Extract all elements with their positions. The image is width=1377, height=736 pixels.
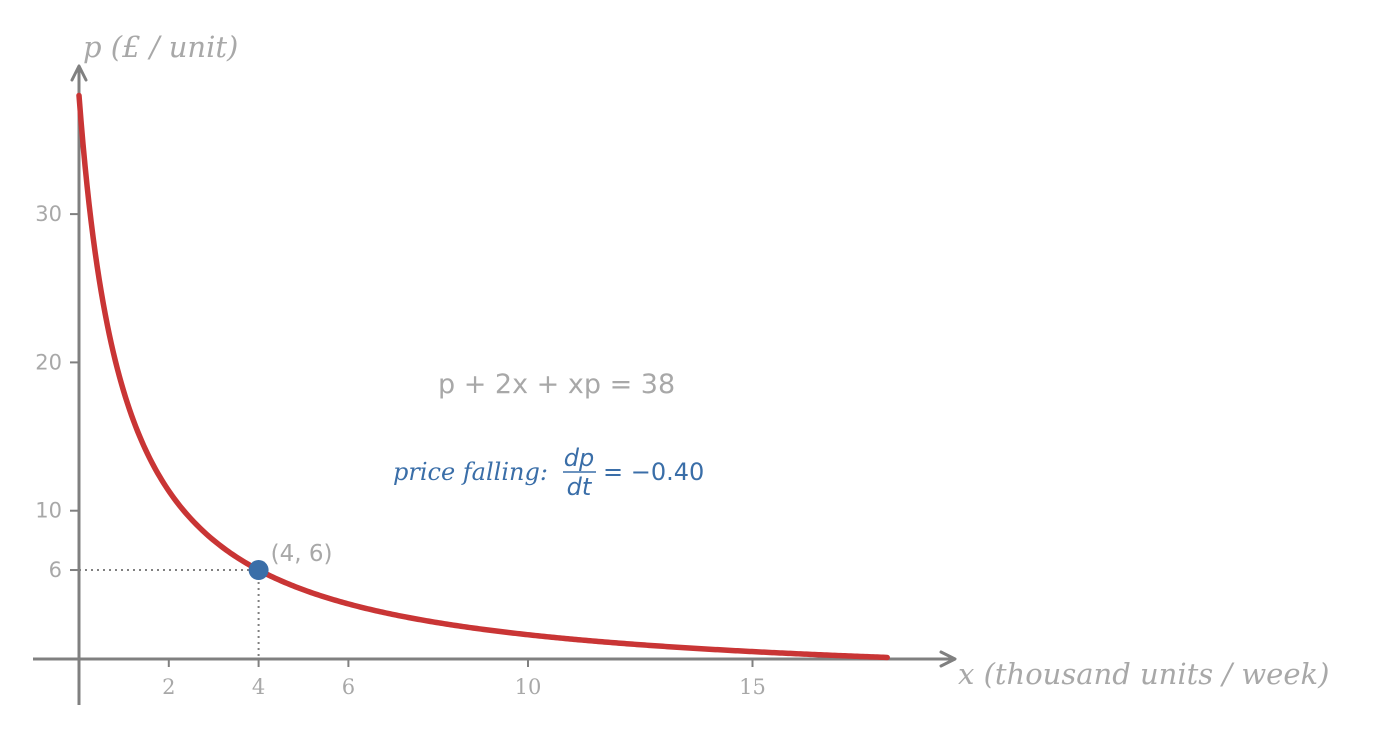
rate-numerator: dp xyxy=(564,444,594,472)
x-tick-label: 6 xyxy=(342,675,355,699)
rate-prefix-annotation: price falling: xyxy=(393,458,548,486)
demand-curve-line xyxy=(76,92,890,661)
highlight-point[interactable] xyxy=(248,560,269,581)
y-tick-label: 6 xyxy=(49,558,62,582)
x-tick-label: 4 xyxy=(252,675,265,699)
x-tick-label: 2 xyxy=(162,675,175,699)
y-axis-label: p (£ / unit) xyxy=(83,30,238,64)
highlight-point-label: (4, 6) xyxy=(271,541,333,567)
y-tick-label: 20 xyxy=(35,350,62,374)
y-axis-arrow-icon xyxy=(70,64,88,82)
x-axis-label: x (thousand units / week) xyxy=(958,657,1329,691)
y-tick-label: 10 xyxy=(35,499,62,523)
rate-denominator: dt xyxy=(567,473,593,501)
rate-value: = −0.40 xyxy=(603,458,704,486)
x-axis-arrow-icon xyxy=(939,650,957,668)
x-tick-label: 15 xyxy=(739,675,766,699)
tick-marks xyxy=(70,213,754,667)
tick-labels: 2 4 6 10 15 6 10 20 30 xyxy=(35,202,766,699)
equation-annotation: p + 2x + xp = 38 xyxy=(438,369,675,400)
y-tick-label: 30 xyxy=(35,202,62,226)
x-tick-label: 10 xyxy=(515,675,542,699)
